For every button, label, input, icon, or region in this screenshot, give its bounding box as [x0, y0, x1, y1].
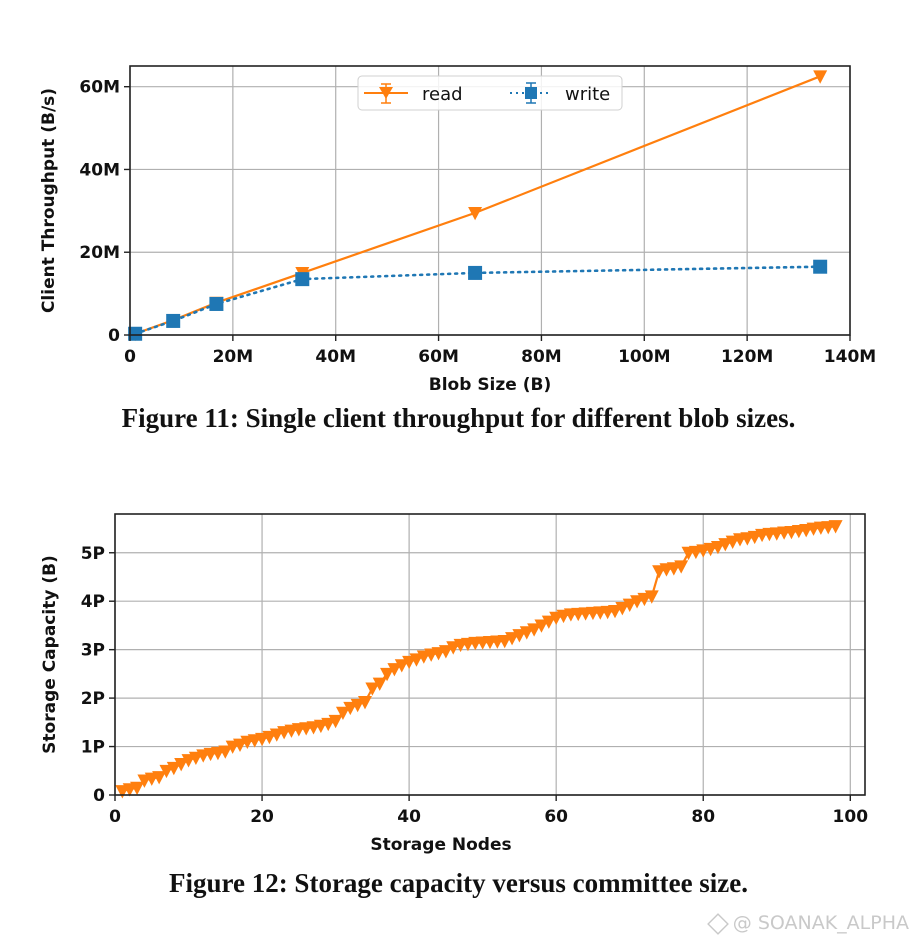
data-point-capacity [321, 717, 336, 732]
figure-11-ticks: 0 20M 40M 60M 80M 100M 120M 140M 0 20M 40M 60M [79, 78, 876, 367]
data-point-read [468, 206, 483, 221]
y-tick-label: 2P [81, 689, 105, 709]
data-point-capacity [174, 758, 189, 772]
data-point-capacity [159, 764, 174, 779]
y-tick-label: 5P [81, 544, 105, 564]
data-point-capacity [512, 629, 527, 643]
data-point-capacity [674, 560, 689, 574]
series-line-write [133, 265, 822, 336]
square-icon [525, 87, 537, 99]
x-tick-label: 40 [397, 807, 421, 827]
y-tick-label: 1P [81, 738, 105, 758]
data-point-capacity [505, 632, 520, 646]
figure-11-chart: 0 20M 40M 60M 80M 100M 120M 140M 0 20M 40M 60M Blob… [39, 65, 876, 395]
y-tick-label: 0 [93, 786, 105, 806]
figure-11-legend: read write [357, 75, 623, 111]
data-point-capacity [233, 738, 247, 752]
data-point-capacity [365, 682, 380, 696]
triangle-down-icon [379, 87, 393, 99]
data-point-capacity [534, 619, 549, 633]
data-point-capacity [438, 645, 453, 659]
data-point-capacity [527, 623, 542, 637]
data-point-capacity [343, 701, 358, 716]
x-tick-label: 0 [109, 807, 121, 827]
data-point-capacity [387, 663, 402, 677]
x-tick-label: 0 [124, 347, 136, 367]
data-point-capacity [519, 626, 534, 640]
figure-11-series [128, 70, 828, 342]
data-point-capacity [710, 540, 725, 555]
data-point-capacity [152, 771, 167, 785]
data-point-write [166, 313, 181, 328]
x-tick-label: 60 [544, 807, 568, 827]
data-point-capacity [335, 706, 350, 720]
data-point-capacity [497, 634, 512, 649]
figure-12-plot-frame [114, 513, 866, 796]
figure-11-plot-frame [129, 65, 851, 336]
x-tick-label: 120M [721, 347, 773, 367]
data-point-capacity [394, 659, 409, 673]
x-tick-label: 100M [618, 347, 670, 367]
figure-12-caption: Figure 12: Storage capacity versus commi… [168, 868, 749, 898]
legend-box [357, 75, 623, 111]
figure-12-y-axis-label: Storage Capacity (B) [40, 555, 60, 754]
x-tick-label: 20 [250, 807, 274, 827]
y-tick-label: 3P [81, 641, 105, 661]
y-tick-label: 20M [79, 243, 120, 263]
data-point-capacity [380, 667, 395, 682]
x-tick-label: 80 [691, 807, 715, 827]
figure-12-series [115, 520, 843, 799]
legend-item-read: read [364, 83, 463, 105]
data-point-capacity [166, 761, 181, 776]
series-line-read [134, 75, 821, 335]
legend-item-write: write [510, 82, 610, 105]
data-point-capacity [372, 677, 387, 691]
data-point-capacity [409, 653, 424, 667]
data-point-read [813, 70, 828, 84]
x-tick-label: 60M [418, 347, 459, 367]
figure-11-y-axis-label: Client Throughput (B/s) [39, 88, 59, 313]
data-point-capacity [328, 714, 343, 729]
x-tick-label: 40M [315, 347, 356, 367]
figure-12-x-axis-label: Storage Nodes [370, 835, 511, 855]
data-point-capacity [608, 604, 622, 619]
y-tick-label: 0 [108, 326, 120, 346]
data-point-write [468, 265, 483, 280]
y-tick-label: 40M [79, 160, 120, 180]
figure-11-caption: Figure 11: Single client throughput for … [121, 403, 796, 433]
watermark: @ SOANAK_ALPHA [706, 912, 909, 935]
x-tick-label: 140M [824, 347, 876, 367]
data-point-write [813, 259, 828, 274]
watermark-logo-icon [706, 912, 729, 935]
data-point-capacity [622, 598, 637, 612]
x-tick-label: 20M [213, 347, 254, 367]
figure-11-x-axis-label: Blob Size (B) [429, 375, 551, 395]
x-tick-label: 80M [521, 347, 562, 367]
data-point-write [209, 296, 224, 311]
legend-read-label: read [422, 84, 463, 105]
data-point-capacity [644, 590, 659, 604]
watermark-text: @ SOANAK_ALPHA [732, 912, 909, 934]
figure-12-ticks: 0 20 40 60 80 100 0 1P 2P 3P 4P 5P [81, 544, 868, 827]
series-line-capacity [122, 525, 836, 793]
y-tick-label: 60M [79, 78, 120, 98]
data-point-capacity [130, 781, 145, 796]
figure-12-chart: 0 20 40 60 80 100 0 1P 2P 3P 4P 5P Storage Nodes St… [40, 513, 868, 855]
data-point-write [128, 326, 143, 341]
data-point-capacity [541, 615, 556, 629]
legend-write-label: write [565, 84, 610, 105]
data-point-capacity [358, 696, 372, 710]
data-point-capacity [350, 698, 365, 713]
y-tick-label: 4P [81, 592, 105, 612]
x-tick-label: 100 [833, 807, 869, 827]
data-point-capacity [218, 745, 233, 759]
data-point-capacity [828, 520, 843, 534]
data-point-write [295, 272, 310, 287]
data-point-capacity [615, 602, 630, 616]
